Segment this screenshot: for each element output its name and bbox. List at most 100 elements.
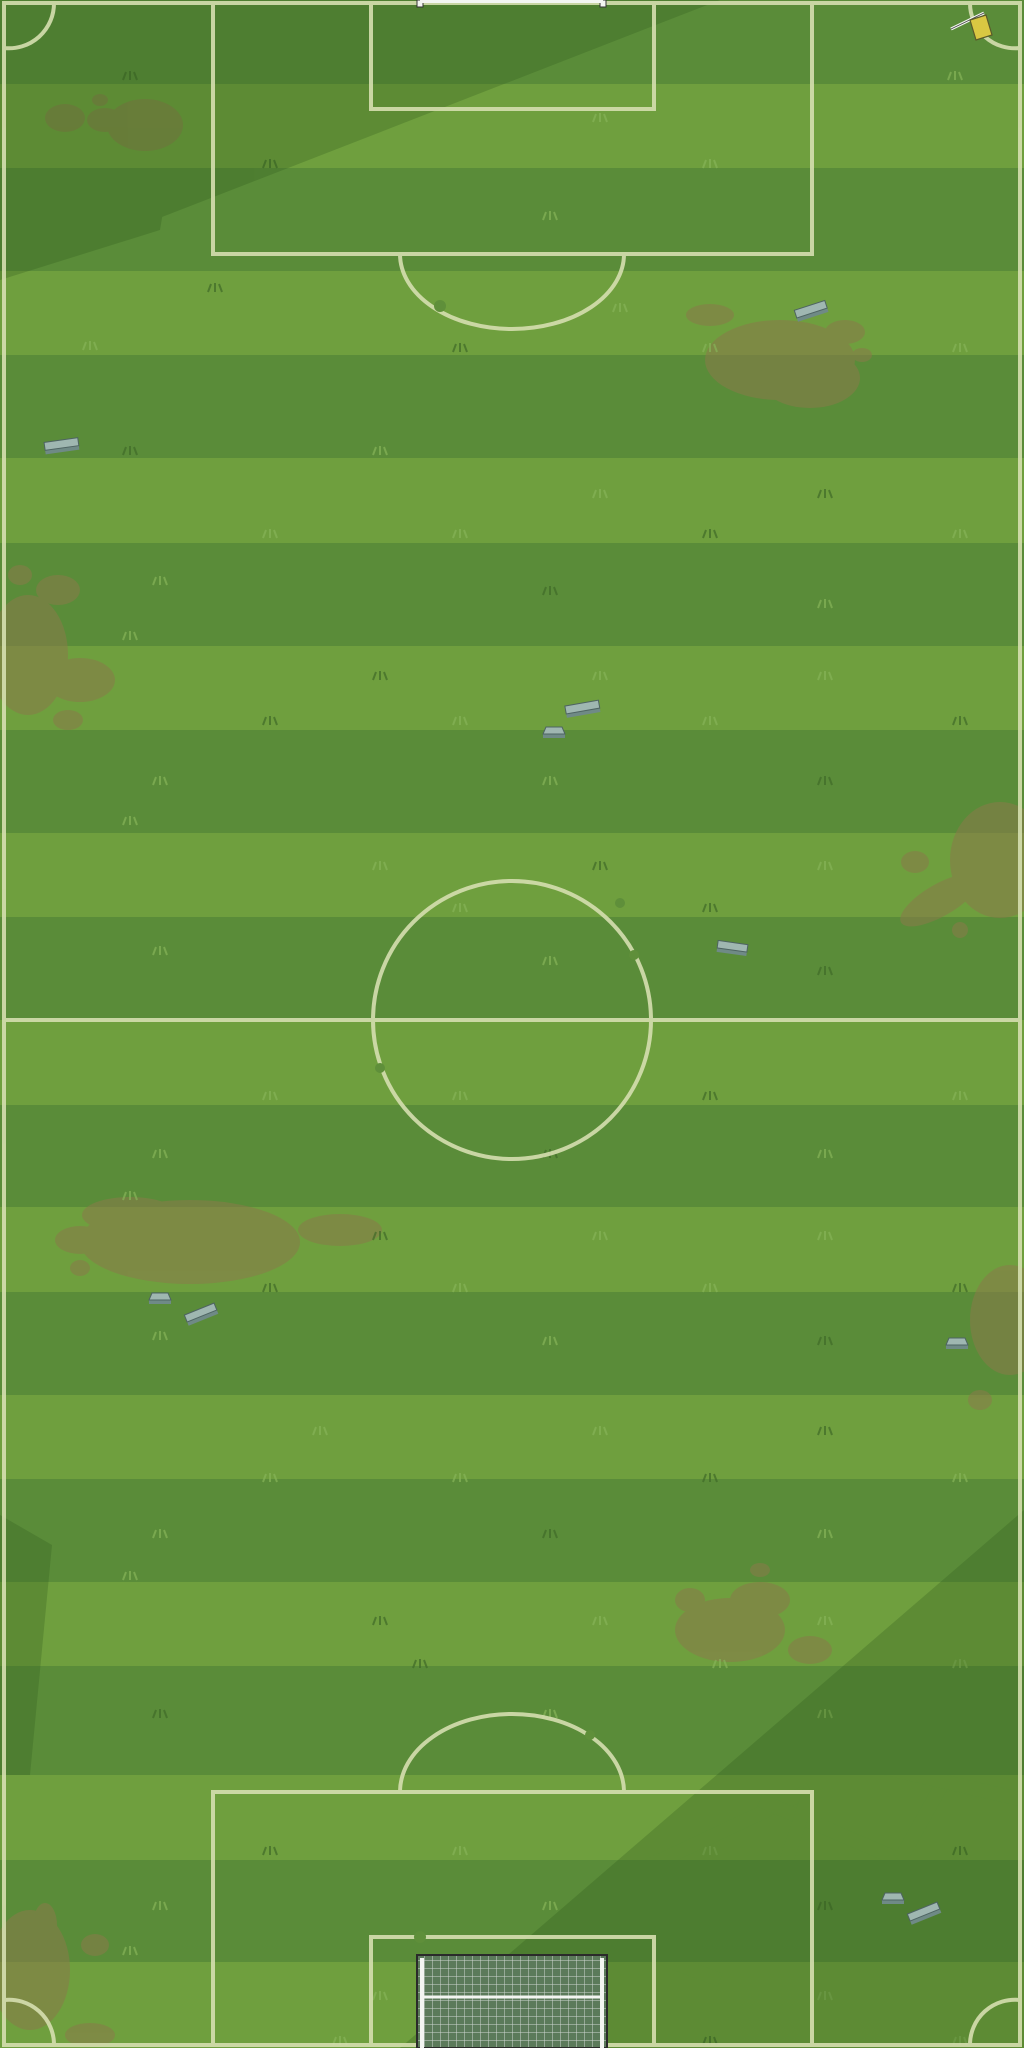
grass-tuft — [372, 1991, 388, 2001]
mud-patch — [675, 1563, 832, 1664]
grass-tuft — [542, 956, 558, 966]
goal-top — [416, 0, 607, 8]
grass-tuft — [817, 776, 833, 786]
grass-tuft — [702, 1091, 718, 1101]
grass-tuft — [592, 1231, 608, 1241]
grass-tuft — [592, 1426, 608, 1436]
grass-tuft — [817, 966, 833, 976]
grass-tuft — [452, 1283, 468, 1293]
grass-tuft — [152, 576, 168, 586]
grass-tuft — [817, 1616, 833, 1626]
grass-tuft — [207, 283, 223, 293]
grass-tuft — [702, 529, 718, 539]
rock — [793, 299, 829, 322]
grass-tuft — [952, 1659, 968, 1669]
grass-stripe — [0, 1395, 1024, 1479]
grass-tuft — [152, 1331, 168, 1341]
grass-tuft — [372, 861, 388, 871]
grass-tuft — [262, 1283, 278, 1293]
grass-tuft — [817, 861, 833, 871]
grass-stripe — [0, 730, 1024, 833]
rock — [945, 1337, 969, 1349]
rock — [542, 726, 566, 738]
goal-post-left-top — [416, 0, 424, 8]
grass-tuft — [952, 1091, 968, 1101]
grass-tuft — [262, 1473, 278, 1483]
grass-tuft — [817, 1231, 833, 1241]
grass-tuft — [592, 861, 608, 871]
grass-stripe — [0, 917, 1024, 1020]
grass-stripe — [0, 1666, 1024, 1775]
shadow-bottom-right — [400, 1510, 1024, 2048]
rock — [881, 1892, 905, 1904]
grass-tuft — [452, 529, 468, 539]
grass-tuft — [452, 1091, 468, 1101]
grass-tuft — [592, 1616, 608, 1626]
grass-stripe — [0, 1020, 1024, 1105]
grass-tuft — [702, 1283, 718, 1293]
grass-tuft — [412, 1659, 428, 1669]
grass-tuft — [452, 1846, 468, 1856]
grass-stripe — [0, 1775, 1024, 1860]
grass-tuft — [817, 1529, 833, 1539]
grass-tuft — [817, 1336, 833, 1346]
grass-tuft — [592, 113, 608, 123]
grass-tuft — [592, 671, 608, 681]
mud-patch — [55, 1197, 382, 1284]
grass-tuft — [452, 903, 468, 913]
grass-tuft — [612, 303, 628, 313]
grass-tuft — [702, 903, 718, 913]
penalty-arc-bottom — [398, 1712, 626, 1793]
grass-tuft — [817, 489, 833, 499]
grass-stripe — [0, 646, 1024, 730]
grass-tuft — [372, 671, 388, 681]
grass-tuft — [152, 1901, 168, 1911]
mud-patch — [968, 1265, 1024, 1410]
mud-patch — [686, 304, 872, 408]
shadow-top-left-lower — [0, 170, 170, 280]
grass-tuft — [817, 1901, 833, 1911]
grass-tuft — [312, 1426, 328, 1436]
grass-tuft — [152, 1529, 168, 1539]
mud-patch — [45, 94, 183, 151]
grass-tuft — [152, 946, 168, 956]
grass-stripe — [0, 543, 1024, 646]
grass-stripe — [0, 1479, 1024, 1582]
grass-stripe — [0, 1105, 1024, 1207]
grass-tuft — [372, 1231, 388, 1241]
goal-crossbar-top — [420, 0, 603, 3]
grass-tuft — [122, 71, 138, 81]
grass-tuft — [122, 446, 138, 456]
grass-tuft — [542, 1901, 558, 1911]
grass-tuft — [817, 1426, 833, 1436]
grass-tuft — [702, 1846, 718, 1856]
grass-stripe — [0, 271, 1024, 355]
grass-tuft — [262, 159, 278, 169]
grass-tuft — [262, 716, 278, 726]
grass-tuft — [542, 1529, 558, 1539]
grass-tuft — [262, 1091, 278, 1101]
goal-net-icon — [416, 1954, 608, 2048]
rock — [148, 1292, 172, 1304]
grass-tuft — [702, 343, 718, 353]
grass-tuft — [702, 716, 718, 726]
grass-stripe — [0, 1292, 1024, 1395]
grass-tufts — [82, 71, 968, 2046]
grass-tuft — [542, 586, 558, 596]
grass-tuft — [952, 1846, 968, 1856]
grass-tuft — [702, 1473, 718, 1483]
grass-tuft — [452, 716, 468, 726]
grass-tuft — [152, 776, 168, 786]
mud-patches — [0, 94, 1024, 2047]
shadow-top-left — [0, 0, 720, 280]
grass-tuft — [152, 1709, 168, 1719]
shadow-truss — [557, 1676, 1024, 1987]
grass-tuft — [122, 631, 138, 641]
grass-tuft — [702, 159, 718, 169]
grass-tuft — [952, 343, 968, 353]
grass-tuft — [592, 489, 608, 499]
corner-arc-top-left — [3, 2, 57, 51]
grass-tuft — [542, 1336, 558, 1346]
